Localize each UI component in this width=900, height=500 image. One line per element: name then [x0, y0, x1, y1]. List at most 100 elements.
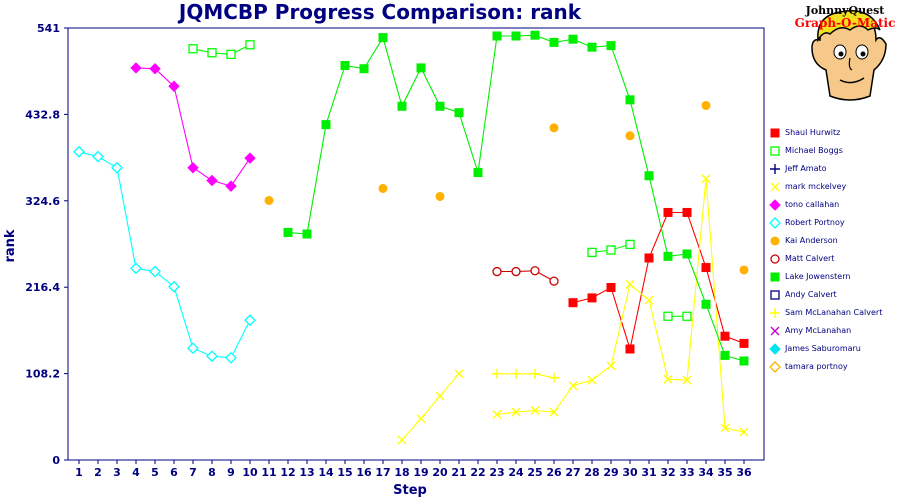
series-line: [78, 151, 251, 359]
data-point: [130, 62, 142, 74]
x-tick-label: 33: [679, 466, 694, 479]
data-point: [226, 49, 236, 60]
data-point: [549, 37, 559, 47]
x-tick-label: 3: [113, 466, 121, 479]
data-point: [769, 343, 781, 355]
legend-label: Matt Calvert: [785, 254, 835, 263]
plot-frame: [67, 27, 765, 461]
data-point: [245, 40, 255, 50]
data-point: [625, 95, 635, 105]
x-tick-label: 1: [75, 466, 83, 479]
data-point: [720, 331, 730, 341]
chart-title: JQMCBP Progress Comparison: rank: [178, 0, 582, 24]
data-point: [701, 100, 711, 110]
legend-item: Andy Calvert: [766, 288, 900, 306]
data-point: [492, 31, 502, 41]
legend-label: Michael Boggs: [785, 146, 843, 155]
data-point: [511, 407, 521, 417]
y-tick-label: 432.8: [25, 108, 60, 121]
data-point: [492, 409, 502, 419]
legend-item: Matt Calvert: [766, 252, 900, 270]
data-point: [568, 381, 578, 391]
data-point: [530, 30, 540, 40]
data-point: [511, 266, 521, 277]
y-tick-label: 541: [37, 22, 60, 35]
data-point: [549, 372, 559, 383]
series-line: [497, 270, 555, 282]
data-point: [701, 174, 711, 184]
x-tick-label: 18: [394, 466, 409, 479]
data-point: [770, 164, 780, 174]
data-point: [770, 308, 780, 318]
data-point: [587, 247, 597, 258]
x-tick-label: 19: [413, 466, 428, 479]
data-point: [625, 344, 635, 354]
legend-marker: [770, 128, 780, 138]
data-point: [701, 263, 711, 273]
legend-item: Kai Anderson: [766, 234, 900, 252]
data-point: [378, 184, 388, 194]
x-axis: 1 2 3 4 5 6 7 8 9 10 11 12 13 14 15 16 17 18 19 20 21 22 23 24 2…: [75, 460, 752, 479]
legend: Shaul Hurwitz Michael Boggs Jeff Amato mark…: [766, 126, 900, 378]
data-point: [739, 356, 749, 366]
series-matt-calvert: [492, 266, 559, 286]
data-point: [587, 42, 597, 52]
x-tick-label: 15: [337, 466, 352, 479]
series-line: [287, 34, 745, 362]
x-tick-label: 14: [318, 466, 334, 479]
x-tick-label: 9: [227, 466, 235, 479]
data-point: [682, 249, 692, 259]
data-point: [682, 311, 692, 321]
legend-label: tamara portnoy: [785, 362, 848, 371]
logo-line-2: Graph-O-Matic: [794, 16, 896, 30]
data-point: [378, 33, 388, 43]
x-tick-label: 13: [299, 466, 314, 479]
legend-label: Amy McLanahan: [785, 326, 852, 335]
data-point: [149, 265, 161, 278]
cartoon-face-image: [811, 10, 887, 101]
legend-item: Lake Jowenstern: [766, 270, 900, 288]
data-point: [739, 265, 749, 275]
x-tick-label: 20: [432, 466, 448, 479]
series-kai-anderson: [264, 100, 749, 275]
data-point: [663, 311, 673, 321]
data-point: [606, 41, 616, 51]
series-michael-boggs: [188, 40, 692, 321]
data-point: [770, 182, 780, 192]
x-tick-label: 12: [280, 466, 295, 479]
data-point: [644, 253, 654, 263]
data-point: [435, 101, 445, 111]
data-point: [187, 342, 199, 355]
series-layer: [73, 30, 749, 445]
legend-label: Shaul Hurwitz: [785, 128, 841, 137]
legend-item: Amy McLanahan: [766, 324, 900, 342]
y-tick-label: 216.4: [25, 281, 60, 294]
legend-marker: [770, 146, 780, 156]
legend-marker: [769, 217, 781, 229]
x-tick-label: 22: [470, 466, 485, 479]
series-sam-mclanahan-calvert: [492, 368, 559, 383]
x-tick-label: 2: [94, 466, 102, 479]
y-tick-label: 0: [52, 454, 60, 467]
series-shaul-hurwitz: [568, 207, 749, 354]
x-tick-label: 21: [451, 466, 466, 479]
data-point: [568, 298, 578, 308]
data-point: [625, 131, 635, 141]
data-point: [321, 120, 331, 130]
legend-label: tono callahan: [785, 200, 840, 209]
legend-item: tono callahan: [766, 198, 900, 216]
legend-item: Jeff Amato: [766, 162, 900, 180]
data-point: [454, 369, 464, 379]
data-point: [606, 283, 616, 293]
data-point: [359, 64, 369, 74]
data-point: [739, 427, 749, 437]
data-point: [568, 34, 578, 44]
data-point: [92, 150, 104, 163]
x-tick-label: 5: [151, 466, 159, 479]
data-point: [682, 207, 692, 217]
data-point: [739, 338, 749, 348]
series-line: [192, 44, 687, 317]
legend-marker: [769, 361, 781, 373]
